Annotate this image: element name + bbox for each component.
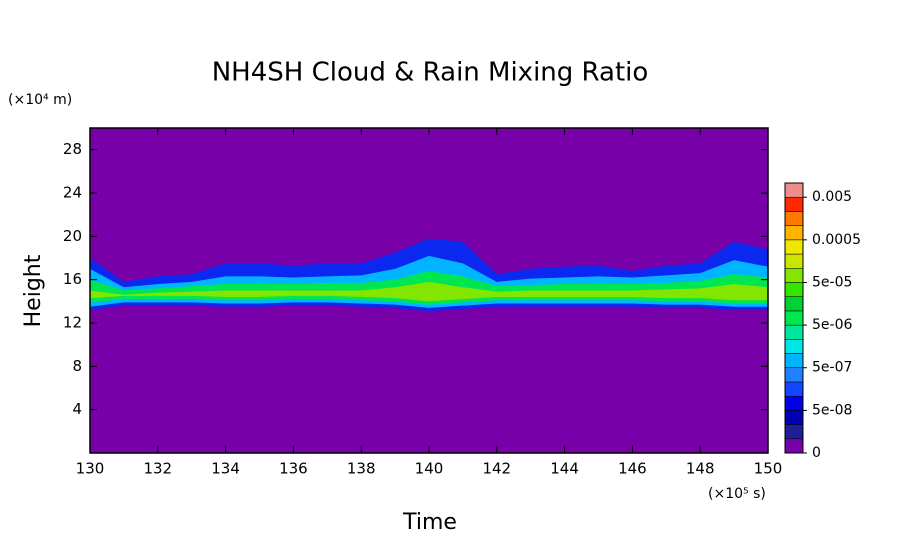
colorbar-tick-label: 0.0005 (812, 232, 861, 248)
y-tick-label: 24 (63, 184, 82, 202)
colorbar-box (784, 339, 804, 354)
y-tick-label: 8 (72, 357, 82, 375)
colorbar-tick-label: 5e-08 (812, 402, 852, 418)
colorbar-tick-label: 5e-07 (812, 360, 852, 376)
y-tick-label: 16 (63, 270, 82, 288)
x-tick-label: 130 (76, 460, 105, 478)
colorbar-box (784, 410, 804, 425)
colorbar-box (784, 296, 804, 312)
y-tick-label: 20 (63, 227, 82, 245)
x-tick-label: 138 (347, 460, 376, 478)
contour-band (90, 281, 768, 302)
y-tick-label: 12 (63, 314, 82, 332)
x-tick-label: 144 (550, 460, 579, 478)
x-tick-label: 146 (618, 460, 647, 478)
x-tick-label: 134 (211, 460, 240, 478)
y-axis-label: Height (21, 254, 46, 327)
colorbar-box (784, 367, 804, 383)
colorbar-box (784, 239, 804, 255)
x-tick-label: 142 (482, 460, 511, 478)
colorbar-box (784, 381, 804, 397)
colorbar-frame (784, 182, 804, 454)
colorbar-box (784, 268, 804, 283)
colorbar-box (784, 182, 804, 198)
colorbar-box (784, 282, 804, 297)
x-axis-label: Time (402, 510, 457, 535)
y-tick-label: 4 (72, 400, 82, 418)
colorbar-box (784, 395, 804, 411)
x-tick-label: 150 (754, 460, 783, 478)
x-tick-label: 148 (686, 460, 715, 478)
colorbar-box (784, 225, 804, 241)
x-tick-label: 140 (415, 460, 444, 478)
colorbar-tick-label: 0 (812, 445, 821, 461)
colorbar-tick-label: 0.005 (812, 189, 852, 205)
colorbar-box (784, 353, 804, 368)
colorbar-tick-label: 5e-05 (812, 274, 852, 290)
x-tick-label: 136 (279, 460, 308, 478)
colorbar-box (784, 324, 804, 340)
x-tick-label: 132 (143, 460, 172, 478)
colorbar-tick-label: 5e-06 (812, 317, 852, 333)
x-scale: (×10⁵ s) (708, 486, 766, 502)
y-tick-label: 28 (63, 140, 82, 158)
colorbar-box (784, 438, 804, 454)
colorbar-box (784, 196, 804, 212)
colorbar-box (784, 211, 804, 226)
colorbar-box (784, 424, 804, 440)
y-scale: (×10⁴ m) (8, 92, 72, 108)
colorbar-box (784, 253, 804, 269)
chart-title: NH4SH Cloud & Rain Mixing Ratio (212, 58, 649, 88)
colorbar-box (784, 310, 804, 326)
